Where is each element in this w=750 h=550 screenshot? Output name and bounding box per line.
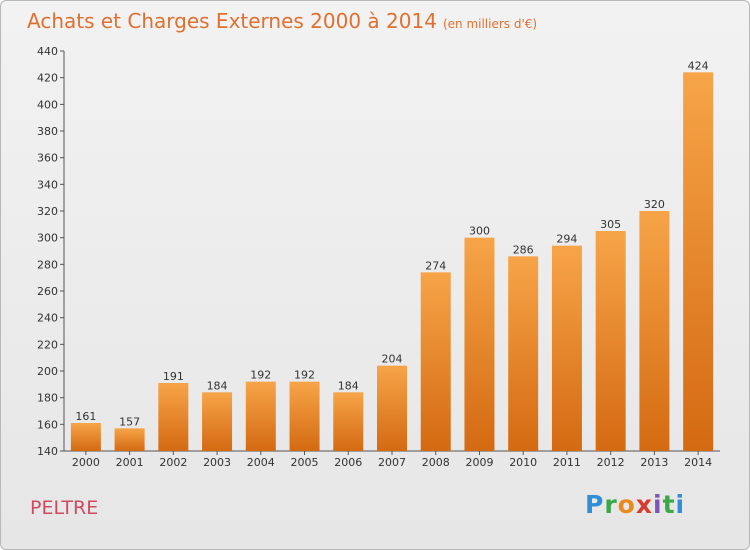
data-label-2013: 320 (644, 198, 665, 211)
x-tick-label: 2005 (291, 456, 319, 469)
bar-2006 (333, 392, 364, 451)
y-tick-label: 340 (37, 178, 58, 191)
chart-title-text: Achats et Charges Externes 2000 à 2014 (27, 9, 437, 33)
bar-2000 (70, 423, 101, 451)
bar-2004 (245, 381, 276, 451)
y-tick-label: 200 (37, 365, 58, 378)
data-label-2002: 191 (163, 370, 184, 383)
x-tick-label: 2008 (422, 456, 450, 469)
bar-2007 (377, 365, 407, 451)
data-label-2008: 274 (425, 259, 446, 272)
y-tick-label: 420 (37, 72, 58, 85)
chart-unit: (en milliers d'€) (442, 17, 538, 31)
bars (70, 72, 714, 451)
chart-title: Achats et Charges Externes 2000 à 2014 (e… (27, 9, 537, 33)
bar-2009 (464, 237, 495, 451)
bar-2013 (639, 211, 670, 451)
y-axis: 140 160 180 200 220 240 260 280 300 320 340 360 380 4… (37, 45, 65, 458)
data-label-2003: 184 (207, 379, 228, 392)
y-tick-label: 180 (37, 392, 58, 405)
proxiti-logo: Proxiti (585, 490, 686, 519)
x-tick-label: 2003 (203, 456, 231, 469)
bar-2003 (202, 392, 233, 451)
x-tick-label: 2013 (640, 456, 668, 469)
x-tick-label: 2004 (247, 456, 275, 469)
bar-2014 (683, 72, 714, 451)
x-tick-label: 2002 (159, 456, 187, 469)
x-tick-label: 2009 (465, 456, 493, 469)
y-tick-label: 300 (37, 232, 58, 245)
x-tick-label: 2014 (684, 456, 712, 469)
bar-2011 (551, 245, 582, 451)
y-tick-label: 380 (37, 125, 58, 138)
data-label-2000: 161 (75, 410, 96, 423)
bar-2008 (420, 272, 451, 451)
y-tick-label: 220 (37, 338, 58, 351)
x-tick-label: 2006 (334, 456, 362, 469)
commune-name: PELTRE (30, 497, 99, 519)
x-tick-label: 2000 (72, 456, 100, 469)
data-label-2005: 192 (294, 369, 315, 382)
data-label-2006: 184 (338, 379, 359, 392)
y-tick-label: 320 (37, 205, 58, 218)
x-tick-label: 2010 (509, 456, 537, 469)
bar-2005 (289, 381, 320, 451)
x-tick-label: 2011 (553, 456, 581, 469)
x-tick-label: 2007 (378, 456, 406, 469)
data-label-2012: 305 (600, 218, 621, 231)
data-label-2001: 157 (119, 415, 140, 428)
y-tick-label: 160 (37, 418, 58, 431)
y-tick-label: 240 (37, 312, 58, 325)
data-label-2011: 294 (556, 233, 577, 246)
x-tick-label: 2012 (597, 456, 625, 469)
bar-2001 (114, 428, 145, 451)
y-tick-label: 280 (37, 258, 58, 271)
data-label-2009: 300 (469, 225, 490, 238)
bar-2002 (158, 383, 189, 451)
y-tick-label: 260 (37, 285, 58, 298)
y-tick-label: 140 (37, 445, 58, 458)
y-tick-label: 440 (37, 45, 58, 58)
x-axis: 2000 2001 2002 2003 2004 2005 2006 2007 2008 2009… (64, 450, 720, 469)
bar-2012 (595, 231, 626, 451)
x-tick-label: 2001 (116, 456, 144, 469)
data-label-2014: 424 (688, 59, 709, 72)
data-label-2007: 204 (382, 353, 403, 366)
y-tick-label: 400 (37, 98, 58, 111)
y-tick-label: 360 (37, 152, 58, 165)
data-labels: 161 157 191 184 192 192 184 204 274 300 286 294 305 3… (75, 59, 708, 428)
data-label-2010: 286 (513, 243, 534, 256)
data-label-2004: 192 (250, 369, 271, 382)
bar-2010 (508, 256, 539, 451)
